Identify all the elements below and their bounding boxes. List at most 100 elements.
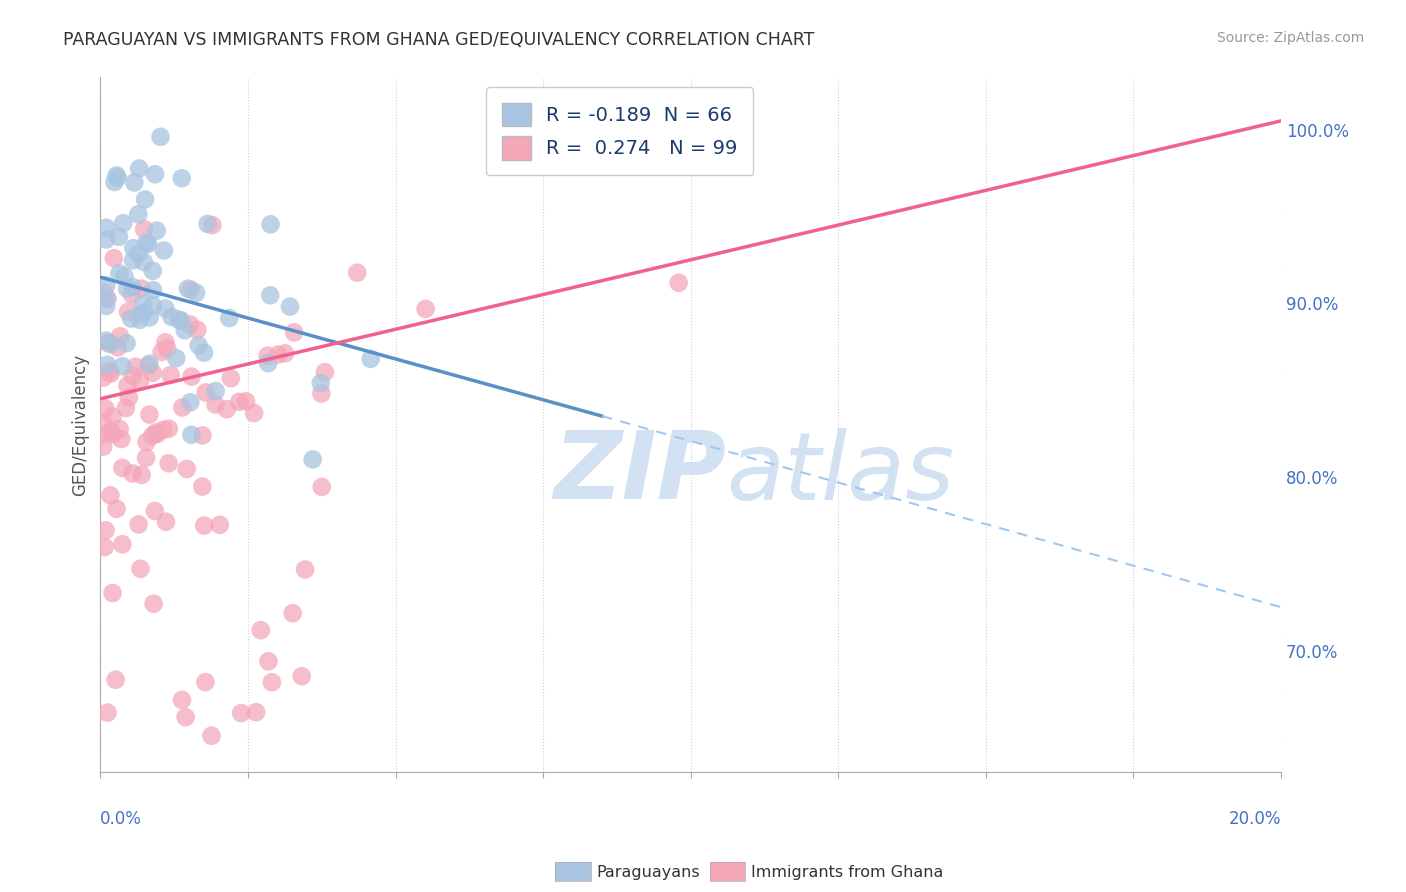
Point: [146, 427, 169, 442]
Point: [103, 175, 125, 189]
Point: [152, 423, 174, 437]
Point: [96, 220, 118, 235]
Point: [114, 401, 136, 415]
Point: [215, 402, 238, 417]
Point: [155, 301, 177, 316]
Point: [105, 170, 128, 185]
Point: [191, 479, 214, 493]
Point: [138, 408, 160, 422]
Point: [156, 342, 179, 356]
Point: [100, 367, 122, 381]
Point: [96, 232, 118, 246]
Point: [121, 280, 143, 294]
Point: [97, 335, 120, 350]
Text: atlas: atlas: [725, 428, 955, 519]
Point: [108, 229, 131, 244]
Point: [120, 311, 142, 326]
Point: [231, 706, 253, 720]
Point: [115, 281, 138, 295]
Point: [93, 540, 115, 554]
Point: [201, 218, 224, 232]
Point: [228, 394, 250, 409]
Point: [135, 235, 157, 250]
Text: ZIP: ZIP: [553, 427, 725, 519]
Point: [150, 345, 173, 359]
Point: [96, 299, 118, 313]
Point: [121, 368, 143, 383]
Point: [194, 385, 217, 400]
Point: [91, 416, 114, 430]
Legend: R = -0.189  N = 66, R =  0.274   N = 99: R = -0.189 N = 66, R = 0.274 N = 99: [486, 87, 754, 176]
Point: [170, 171, 193, 186]
Point: [131, 282, 153, 296]
Point: [160, 310, 183, 324]
Point: [101, 427, 124, 442]
Point: [124, 176, 146, 190]
Point: [136, 236, 159, 251]
Point: [98, 364, 121, 378]
Point: [121, 287, 143, 301]
Point: [259, 218, 281, 232]
Point: [204, 384, 226, 398]
Point: [180, 427, 202, 442]
Point: [153, 244, 176, 258]
Point: [243, 406, 266, 420]
Point: [301, 452, 323, 467]
Point: [314, 365, 336, 379]
Point: [186, 323, 208, 337]
Point: [173, 323, 195, 337]
Point: [145, 425, 167, 440]
Point: [274, 346, 297, 360]
Point: [360, 351, 382, 366]
Point: [143, 167, 166, 181]
Point: [257, 356, 280, 370]
Point: [142, 298, 165, 312]
Point: [122, 253, 145, 268]
Point: [204, 397, 226, 411]
Point: [129, 562, 152, 576]
Point: [107, 340, 129, 354]
Point: [142, 366, 165, 380]
Point: [200, 729, 222, 743]
Text: Immigrants from Ghana: Immigrants from Ghana: [751, 865, 943, 880]
Point: [127, 247, 149, 261]
Point: [309, 376, 332, 391]
Point: [197, 217, 219, 231]
Point: [260, 675, 283, 690]
Point: [180, 369, 202, 384]
Point: [129, 374, 152, 388]
Point: [105, 501, 128, 516]
Point: [115, 336, 138, 351]
Point: [118, 391, 141, 405]
Point: [96, 278, 118, 293]
Point: [108, 266, 131, 280]
Point: [259, 288, 281, 302]
Point: [291, 669, 314, 683]
Point: [132, 306, 155, 320]
Point: [219, 371, 242, 385]
Text: 0.0%: 0.0%: [100, 810, 142, 829]
Point: [112, 269, 135, 284]
Point: [98, 488, 121, 502]
Point: [91, 440, 114, 454]
Point: [170, 313, 193, 327]
Point: [129, 307, 152, 321]
Point: [174, 710, 197, 724]
Point: [96, 334, 118, 348]
Point: [155, 515, 177, 529]
Point: [256, 349, 278, 363]
Point: [193, 518, 215, 533]
Point: [134, 193, 156, 207]
Point: [245, 705, 267, 719]
Point: [145, 224, 167, 238]
Point: [311, 386, 333, 401]
Point: [96, 292, 118, 306]
Point: [208, 517, 231, 532]
Point: [257, 654, 280, 668]
Point: [111, 359, 134, 374]
Point: [105, 169, 128, 183]
Point: [131, 467, 153, 482]
Point: [135, 434, 157, 449]
Point: [101, 409, 124, 424]
Point: [165, 351, 187, 366]
